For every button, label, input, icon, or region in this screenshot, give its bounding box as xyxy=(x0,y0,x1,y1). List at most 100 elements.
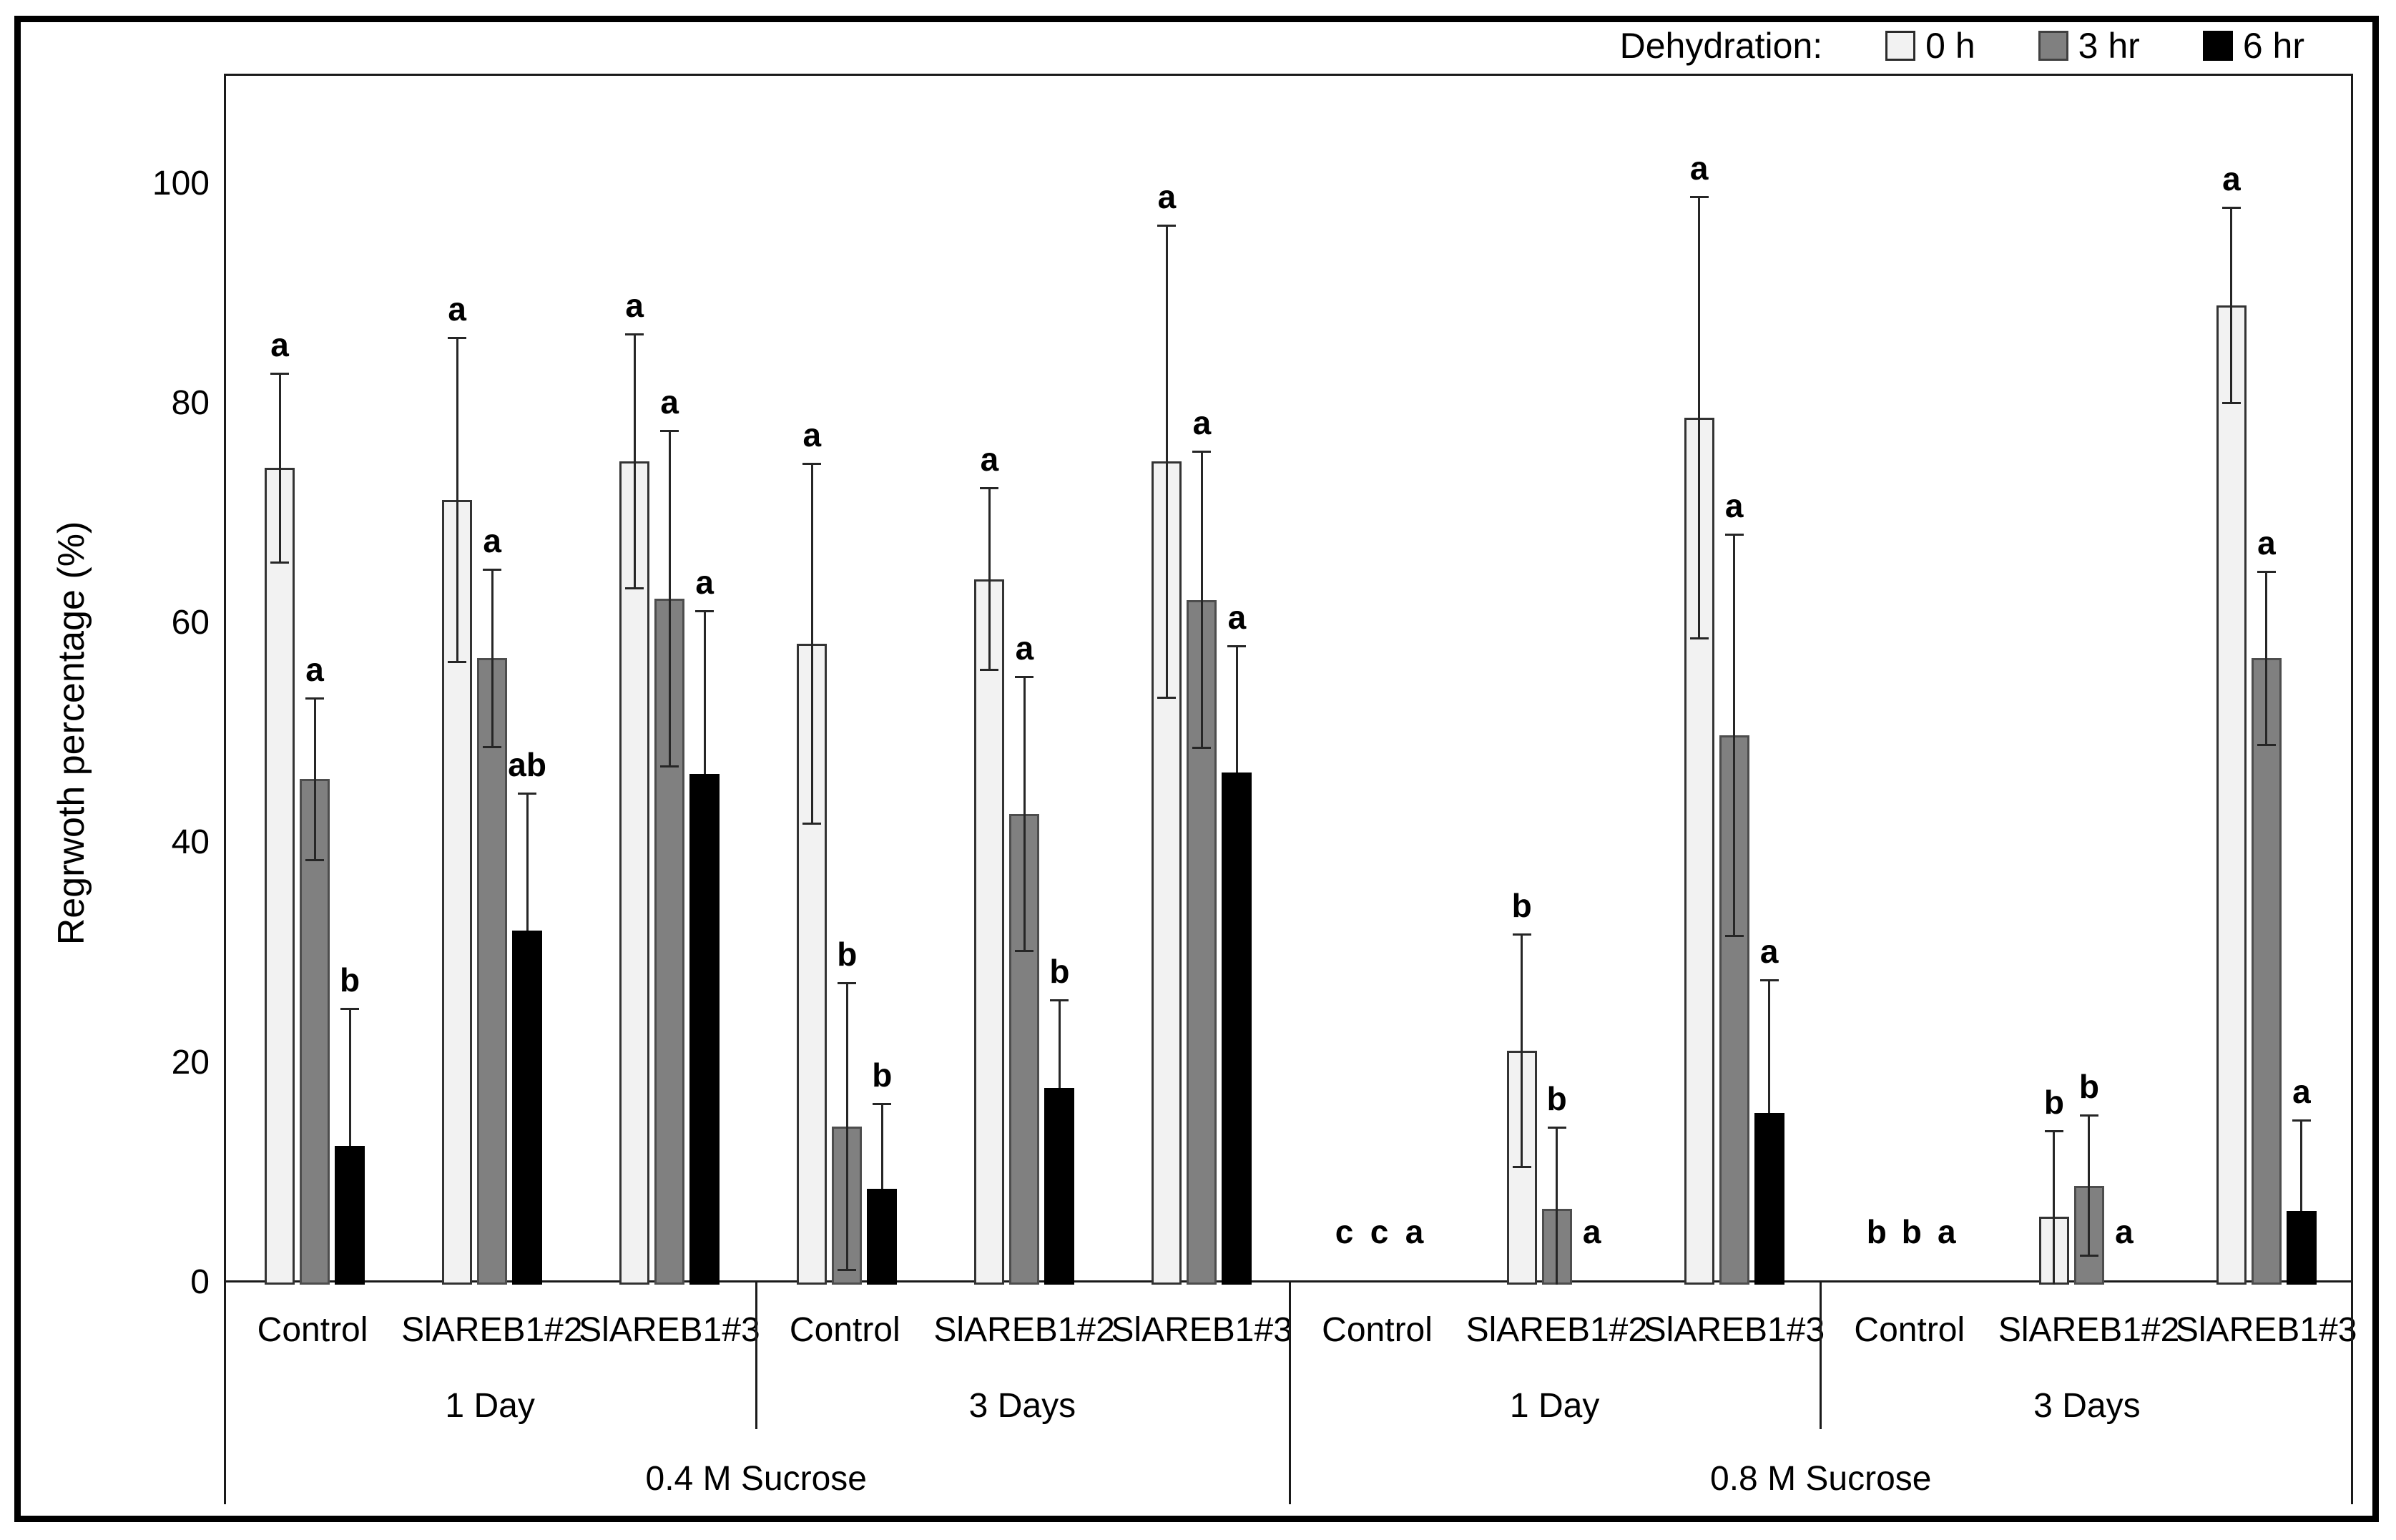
significance-letter: a xyxy=(483,521,501,559)
y-axis-title: Regrwoth percentage (%) xyxy=(51,521,92,946)
error-bar-line xyxy=(633,334,636,589)
error-bar-bottom-cap xyxy=(802,823,822,825)
error-bar-top-cap xyxy=(2292,1119,2311,1122)
legend-label-3hr: 3 hr xyxy=(2078,26,2140,66)
bar-0h xyxy=(265,468,295,1285)
legend-title: Dehydration: xyxy=(1619,26,1823,66)
error-bar-top-cap xyxy=(660,430,679,433)
error-bar-top-cap xyxy=(1547,1127,1566,1129)
error-bar-bottom-cap xyxy=(625,587,644,590)
significance-letter: a xyxy=(625,287,644,325)
error-bar-top-cap xyxy=(1689,196,1709,198)
error-bar-line xyxy=(703,611,706,774)
significance-letter: a xyxy=(802,416,822,454)
x-group-label: Control xyxy=(789,1311,900,1349)
significance-letter: b xyxy=(2078,1068,2099,1106)
error-bar-line xyxy=(2300,1119,2303,1212)
error-bar-top-cap xyxy=(340,1008,360,1011)
error-bar-line xyxy=(1058,1000,1061,1088)
significance-letter: a xyxy=(1937,1213,1956,1250)
significance-letter: a xyxy=(2115,1213,2134,1250)
section-boundary-line xyxy=(1288,1282,1291,1504)
bar-3hr xyxy=(477,658,508,1285)
error-bar-bottom-cap xyxy=(980,669,999,672)
significance-letter: a xyxy=(305,650,324,688)
error-bar-line xyxy=(456,337,458,663)
error-bar-top-cap xyxy=(1759,979,1779,982)
error-bar-bottom-cap xyxy=(838,1269,857,1272)
x-section-label: 0.4 M Sucrose xyxy=(645,1460,867,1498)
error-bar-top-cap xyxy=(448,336,467,339)
legend-label-6hr: 6 hr xyxy=(2242,26,2304,66)
y-tick-label: 0 xyxy=(190,1263,210,1301)
x-day-label: 1 Day xyxy=(445,1387,535,1425)
error-bar-line xyxy=(491,569,494,747)
error-bar-line xyxy=(880,1103,883,1190)
error-bar-top-cap xyxy=(1157,224,1177,227)
error-bar-line xyxy=(1235,646,1238,773)
significance-letter: a xyxy=(1724,486,1744,524)
error-bar-bottom-cap xyxy=(1689,637,1709,639)
error-bar-bottom-cap xyxy=(660,765,679,768)
error-bar-line xyxy=(1556,1127,1558,1285)
error-bar-line xyxy=(1698,197,1701,639)
significance-letter: a xyxy=(980,441,999,479)
plot-area: a a b a a ab a a a a b b a a b a a a c c a b b a a a a b b a b b a a a a xyxy=(224,74,2353,1285)
significance-letter: b xyxy=(339,961,360,999)
significance-letter: a xyxy=(2222,160,2241,198)
significance-letter: a xyxy=(1015,629,1034,667)
error-bar-top-cap xyxy=(980,487,999,490)
error-bar-line xyxy=(845,982,848,1271)
x-group-label: SlAREB1#3 xyxy=(2175,1311,2357,1349)
significance-letter: b xyxy=(1049,953,1070,991)
bar-6hr xyxy=(1044,1087,1075,1285)
y-tick-label: 100 xyxy=(152,164,210,202)
error-bar-top-cap xyxy=(873,1102,892,1105)
error-bar-bottom-cap xyxy=(1015,950,1034,953)
bar-6hr xyxy=(512,931,543,1285)
error-bar-line xyxy=(1200,451,1203,749)
x-group-label: SlAREB1#2 xyxy=(401,1311,583,1349)
x-group-label: Control xyxy=(1322,1311,1433,1349)
legend: Dehydration: 0 h 3 hr 6 hr xyxy=(1620,26,2304,66)
error-bar-line xyxy=(526,793,529,931)
error-bar-bottom-cap xyxy=(2079,1255,2098,1257)
error-bar-top-cap xyxy=(2257,570,2276,573)
x-group-label: SlAREB1#3 xyxy=(1643,1311,1825,1349)
swatch-3hr-icon xyxy=(2038,31,2068,61)
bar-0h xyxy=(619,461,650,1285)
error-bar-line xyxy=(2053,1130,2056,1285)
error-bar-line xyxy=(2265,571,2268,745)
error-bar-line xyxy=(1768,980,1771,1114)
error-bar-line xyxy=(313,697,316,860)
significance-letter: ab xyxy=(508,746,546,784)
x-group-label: Control xyxy=(257,1311,368,1349)
error-bar-bottom-cap xyxy=(1192,747,1212,750)
section-boundary-line xyxy=(2351,1282,2353,1504)
error-bar-line xyxy=(1023,677,1026,952)
bar-6hr xyxy=(1754,1113,1784,1285)
bar-0h xyxy=(2216,305,2247,1285)
error-bar-top-cap xyxy=(518,793,537,795)
error-bar-line xyxy=(810,464,813,825)
significance-letter: a xyxy=(1405,1213,1424,1250)
error-bar-top-cap xyxy=(2079,1114,2098,1117)
swatch-0h-icon xyxy=(1885,31,1916,61)
bar-6hr xyxy=(689,773,720,1285)
significance-letter: c xyxy=(1335,1213,1354,1250)
significance-letter: a xyxy=(1689,149,1709,187)
x-day-label: 3 Days xyxy=(2033,1387,2141,1425)
error-bar-top-cap xyxy=(305,697,325,700)
x-group-label: SlAREB1#2 xyxy=(1465,1311,1648,1349)
bar-0h xyxy=(974,579,1005,1285)
bar-6hr xyxy=(1222,773,1252,1285)
day-separator-line xyxy=(1820,1282,1822,1429)
swatch-6hr-icon xyxy=(2202,31,2233,61)
error-bar-top-cap xyxy=(483,568,502,571)
error-bar-top-cap xyxy=(1512,933,1531,936)
significance-letter: a xyxy=(1759,933,1779,971)
error-bar-bottom-cap xyxy=(1724,934,1744,937)
section-boundary-line xyxy=(224,1282,226,1504)
significance-letter: b xyxy=(1866,1213,1887,1250)
